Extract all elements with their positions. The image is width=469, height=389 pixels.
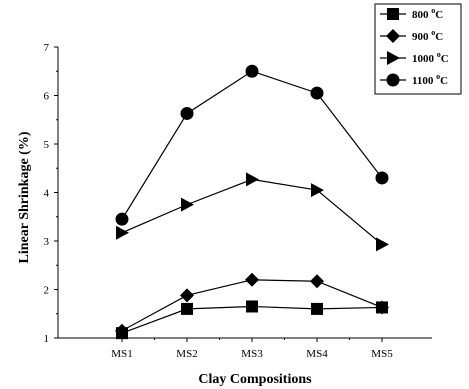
data-point [311,183,324,198]
y-tick-label: 5 [44,139,50,151]
legend-entry: 1100 oC [412,72,448,87]
x-tick-label: MS1 [111,348,132,360]
data-point [245,64,259,78]
series-800 [116,300,388,340]
data-point [246,300,258,313]
axes: 1 2 3 4 5 6 7 MS1 MS2 MS3 MS4 MS5 [44,42,432,360]
data-point [181,302,193,315]
legend-entry: 1000 oC [412,50,449,65]
series-line [121,178,383,245]
legend-entry: 800 oC [412,6,443,21]
y-tick-label: 2 [44,285,50,297]
data-point [180,288,194,303]
y-tick-label: 6 [44,91,50,103]
data-point [376,237,389,252]
legend-marker [387,8,399,20]
x-axis-title: Clay Compositions [198,372,312,387]
data-point [116,225,129,240]
data-point [375,300,389,315]
data-point [115,323,129,338]
legend-marker [387,51,400,65]
series-900 [115,272,389,338]
data-point [180,106,194,120]
series-line [121,70,383,220]
data-point [310,274,324,289]
data-point [181,197,194,212]
data-point [115,212,129,226]
legend-entry: 900 oC [412,28,443,43]
x-tick-label: MS3 [241,348,263,360]
series-1100 [115,64,389,226]
legend-marker [386,29,400,43]
data-point [245,272,259,287]
legend: 800 oC 900 oC 1000 oC 1100 oC [374,3,462,95]
series-layer [115,64,389,340]
y-tick-label: 1 [44,333,50,345]
y-axis-title: Linear Shrinkage (%) [17,131,32,263]
x-tick-label: MS5 [371,348,393,360]
data-point [311,302,323,315]
data-point [375,171,389,185]
y-tick-label: 4 [44,188,50,200]
x-tick-label: MS4 [306,348,328,360]
data-point [310,86,324,100]
legend-marker [386,73,400,87]
series-1000 [116,172,389,252]
y-tick-label: 7 [44,42,50,54]
data-point [246,172,259,187]
y-tick-label: 3 [44,236,50,248]
x-tick-label: MS2 [176,348,197,360]
